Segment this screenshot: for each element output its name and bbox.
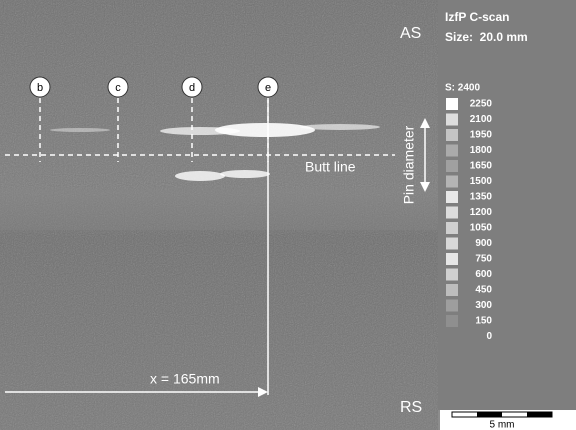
legend-label: 0 xyxy=(486,331,492,342)
marker-circle xyxy=(107,76,129,98)
rs-label: RS xyxy=(400,399,422,416)
marker-label: d xyxy=(189,82,195,94)
legend-panel xyxy=(438,0,576,410)
legend-swatch xyxy=(446,98,458,110)
legend-swatch xyxy=(446,175,458,188)
legend-swatch xyxy=(446,284,458,296)
legend-label: 2100 xyxy=(470,114,493,125)
legend-label: 600 xyxy=(475,269,492,280)
legend-label: 2250 xyxy=(470,99,493,110)
legend-swatch xyxy=(446,253,458,265)
band xyxy=(0,190,438,230)
panel-title: IzfP C-scan xyxy=(445,10,509,24)
legend-swatch xyxy=(446,315,458,327)
arrow-head xyxy=(420,118,430,128)
scale-bar-label: 5 mm xyxy=(490,420,515,430)
legend-label: 1050 xyxy=(470,223,493,234)
marker-label: c xyxy=(115,82,121,94)
legend-label: 1200 xyxy=(470,207,493,218)
legend-swatch xyxy=(446,191,458,203)
butt-line-label: Butt line xyxy=(305,159,356,175)
legend-label: 1350 xyxy=(470,192,493,203)
legend-label: 1650 xyxy=(470,161,493,172)
legend-label: 900 xyxy=(475,238,492,249)
arrow-head xyxy=(420,182,430,192)
as-label: AS xyxy=(400,25,421,42)
legend: 2250210019501800165015001350120010509007… xyxy=(446,98,492,342)
marker-circle xyxy=(29,76,51,98)
legend-label: 300 xyxy=(475,300,492,311)
legend-label: 1950 xyxy=(470,130,493,141)
marker-circle xyxy=(257,76,279,98)
markers: b c d e xyxy=(29,76,279,162)
legend-swatch xyxy=(446,129,458,141)
image-noise xyxy=(0,0,438,430)
legend-label: 750 xyxy=(475,254,492,265)
legend-label: 450 xyxy=(475,285,492,296)
marker-circle xyxy=(181,76,203,98)
arrow-head xyxy=(258,387,268,397)
legend-swatch xyxy=(446,113,458,126)
legend-swatch xyxy=(446,206,458,219)
legend-label: 1500 xyxy=(470,176,493,187)
pin-diameter-label: Pin diameter xyxy=(401,125,417,204)
legend-swatch xyxy=(446,299,458,312)
scale-max: S: 2400 xyxy=(445,83,480,94)
legend-label: 1800 xyxy=(470,145,493,156)
legend-label: 150 xyxy=(475,316,492,327)
legend-swatch xyxy=(446,222,458,234)
legend-swatch xyxy=(446,160,458,172)
legend-swatch xyxy=(446,268,458,281)
panel-size: Size: 20.0 mm xyxy=(445,30,528,44)
position-label: x = 165mm xyxy=(150,371,220,387)
legend-swatch xyxy=(446,144,458,157)
scale-bar-seg xyxy=(477,412,502,417)
marker-label: b xyxy=(37,82,43,94)
indications xyxy=(50,123,380,181)
legend-swatch xyxy=(446,237,458,250)
scale-bar-seg xyxy=(527,412,552,417)
marker-label: e xyxy=(265,82,271,94)
